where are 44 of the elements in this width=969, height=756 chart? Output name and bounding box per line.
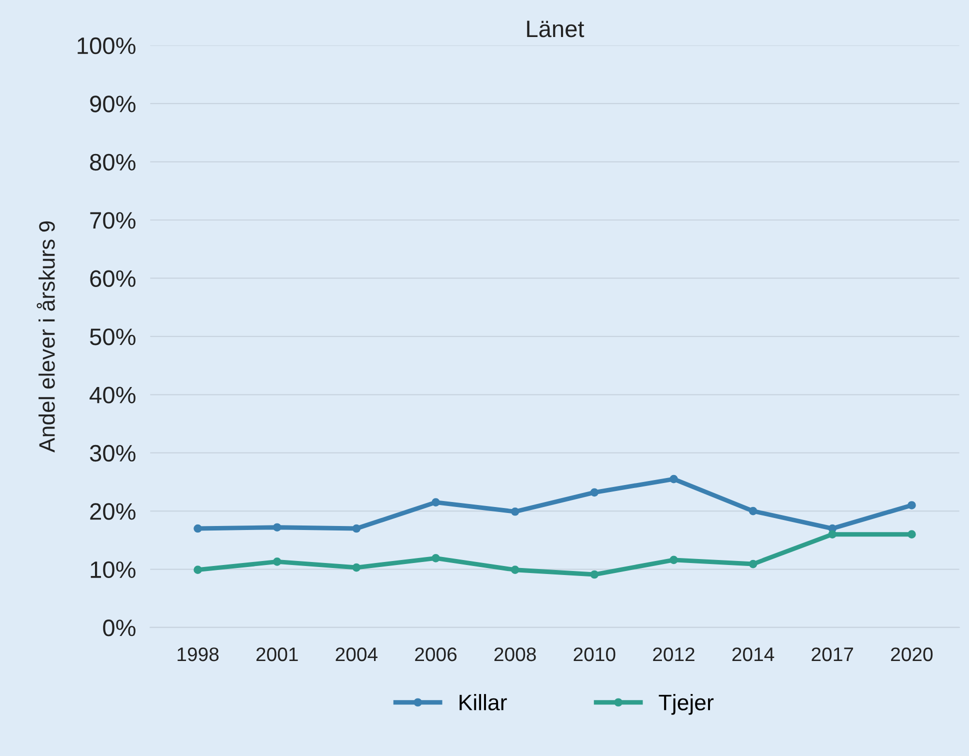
x-tick-label: 2001 bbox=[256, 647, 298, 662]
point bbox=[590, 570, 599, 579]
x-tick-label: 2014 bbox=[732, 647, 774, 662]
y-tick-label: 20% bbox=[90, 503, 136, 520]
point bbox=[590, 488, 599, 497]
point bbox=[510, 566, 520, 574]
point bbox=[670, 474, 678, 484]
y-tick-label: 70% bbox=[90, 212, 136, 229]
x-tick-label: 2010 bbox=[574, 647, 616, 662]
point bbox=[670, 556, 678, 564]
point bbox=[272, 523, 282, 532]
x-tick-label: 2017 bbox=[812, 647, 854, 662]
x-tick-label: 2008 bbox=[494, 647, 536, 662]
y-tick-label: 90% bbox=[90, 96, 136, 112]
point bbox=[432, 498, 440, 506]
y-tick-label: 30% bbox=[90, 444, 136, 462]
point bbox=[432, 554, 440, 562]
y-tick-label: 10% bbox=[90, 561, 136, 578]
point bbox=[828, 530, 837, 539]
x-tick-label: 2004 bbox=[336, 647, 378, 662]
x-tick-label: 2020 bbox=[891, 647, 933, 662]
point bbox=[510, 507, 520, 516]
x-tick-label: 2006 bbox=[415, 647, 457, 662]
y-tick-label: 60% bbox=[90, 270, 136, 287]
legend-label: Tjejer bbox=[658, 694, 714, 715]
y-tick-label: 40% bbox=[90, 386, 136, 404]
legend-label: Killar bbox=[460, 694, 507, 710]
y-tick-label: 0% bbox=[103, 620, 136, 636]
point bbox=[352, 563, 361, 572]
y-tick-label: 80% bbox=[90, 154, 136, 171]
y-axis-title: Andel elever i årskurs 9 bbox=[36, 221, 55, 452]
point bbox=[272, 558, 282, 566]
point bbox=[748, 560, 758, 568]
point bbox=[352, 524, 361, 533]
point bbox=[194, 566, 202, 574]
y-tick-label: 100% bbox=[78, 37, 136, 54]
y-tick-label: 50% bbox=[90, 328, 136, 346]
point bbox=[194, 524, 202, 533]
x-tick-label: 2012 bbox=[653, 647, 694, 662]
point bbox=[908, 501, 916, 510]
x-tick-label: 1998 bbox=[178, 647, 219, 662]
chart-title: Länet bbox=[527, 20, 584, 38]
point bbox=[908, 530, 916, 539]
point bbox=[748, 506, 758, 516]
